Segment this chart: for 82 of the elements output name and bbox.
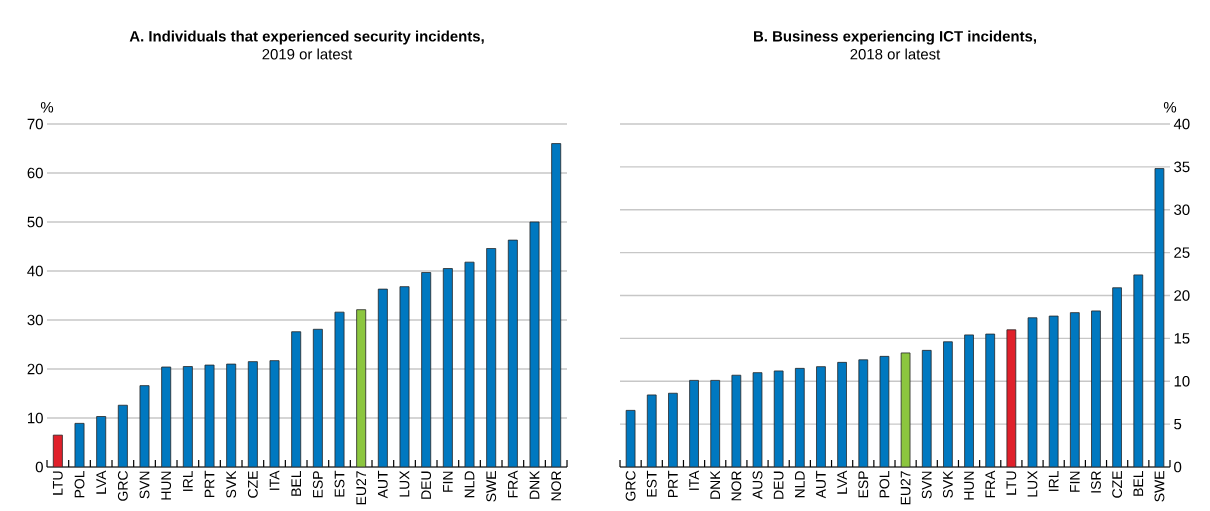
x-tick-label: EST [334, 470, 345, 497]
x-tick-label: SVK [226, 470, 237, 498]
y-tick-label: 40 [27, 265, 43, 277]
bar [964, 334, 974, 467]
bar [816, 366, 826, 467]
x-tick-label: IRL [1048, 470, 1059, 491]
x-tick-label: FRA [508, 470, 518, 498]
y-tick-label: 25 [1174, 247, 1190, 258]
bar [269, 360, 280, 467]
bar [1091, 310, 1101, 467]
bar [399, 286, 410, 467]
y-tick-label: 30 [1174, 204, 1190, 216]
x-tick-label: AUT [816, 470, 826, 499]
bar [139, 385, 150, 467]
x-tick-label: SVK [942, 470, 953, 498]
y-tick-label: 20 [27, 363, 43, 375]
x-tick-label: ITA [269, 470, 280, 490]
y-tick-label: 20 [1174, 290, 1190, 301]
x-tick-label: EU27 [900, 471, 911, 505]
x-tick-label: AUT [377, 470, 388, 499]
y-tick-label: 60 [27, 167, 43, 179]
x-tick-label: CZE [247, 471, 258, 498]
x-tick-label: SVN [139, 471, 150, 499]
x-tick-label: SWE [486, 471, 497, 502]
y-tick-label: 0 [35, 461, 43, 473]
y-tick-label: 50 [27, 216, 43, 228]
bar [529, 221, 540, 467]
x-tick-label: CZE [1112, 471, 1123, 498]
x-tick-label: ESP [312, 471, 323, 498]
x-tick-label: PRT [668, 470, 678, 498]
x-tick-label: HUN [161, 471, 172, 500]
x-tick-label: FIN [443, 471, 453, 492]
x-tick-label: BEL [1133, 470, 1144, 496]
x-tick-label: LUX [1027, 470, 1038, 497]
x-tick-label: SVN [921, 471, 932, 499]
x-tick-label: SWE [1154, 471, 1165, 502]
x-tick-label: POL [879, 470, 890, 498]
x-tick-label: LTU [1006, 471, 1017, 495]
x-tick-label: POL [74, 470, 85, 498]
x-tick-label: AUS [752, 471, 763, 500]
x-tick-label: ESP [858, 471, 869, 498]
x-tick-label: EU27 [356, 471, 367, 505]
x-tick-label: DNK [529, 470, 540, 499]
y-tick-label: 70 [27, 118, 43, 130]
x-tick-label: ISR [1091, 471, 1101, 493]
y-tick-label: 30 [27, 314, 43, 326]
x-tick-label: NLD [795, 471, 805, 498]
x-tick-label: NOR [551, 471, 562, 501]
y-tick-label: 15 [1174, 333, 1190, 344]
x-tick-label: LUX [399, 470, 410, 497]
y-axis-title: % [1163, 102, 1177, 113]
x-tick-label: ITA [689, 470, 699, 490]
x-tick-label: LVA [96, 470, 106, 494]
x-tick-label: DNK [710, 470, 720, 499]
x-tick-label: DEU [773, 471, 784, 499]
x-tick-label: GRC [117, 471, 128, 501]
x-tick-label: PRT [204, 470, 215, 498]
x-tick-label: NLD [464, 471, 475, 498]
chart-subtitle: 2018 or latest [850, 48, 941, 60]
x-tick-label: GRC [625, 471, 636, 501]
x-tick-label: FIN [1070, 471, 1080, 492]
y-tick-label: 40 [1173, 118, 1190, 130]
x-tick-label: HUN [964, 471, 974, 500]
x-tick-label: NOR [731, 471, 742, 501]
y-tick-label: 0 [1174, 461, 1182, 473]
chart-subtitle: 2019 or latest [262, 48, 353, 60]
y-axis-title: % [40, 102, 54, 113]
x-tick-label: IRL [183, 470, 193, 491]
bar [1112, 287, 1122, 467]
x-tick-label: LVA [837, 470, 847, 494]
x-tick-label: BEL [291, 470, 301, 496]
bar [943, 341, 953, 467]
x-tick-label: EST [646, 470, 657, 497]
y-tick-label: 10 [28, 412, 43, 424]
y-tick-label: 10 [1174, 375, 1190, 387]
x-tick-label: FRA [985, 470, 995, 498]
chart-title: B. Business experiencing ICT incidents, [754, 30, 1037, 45]
x-tick-label: DEU [421, 471, 432, 499]
y-tick-label: 5 [1174, 418, 1182, 430]
y-tick-label: 35 [1174, 161, 1190, 173]
chart-title: A. Individuals that experienced security incidents, [129, 30, 484, 45]
x-tick-label: LTU [52, 471, 63, 495]
